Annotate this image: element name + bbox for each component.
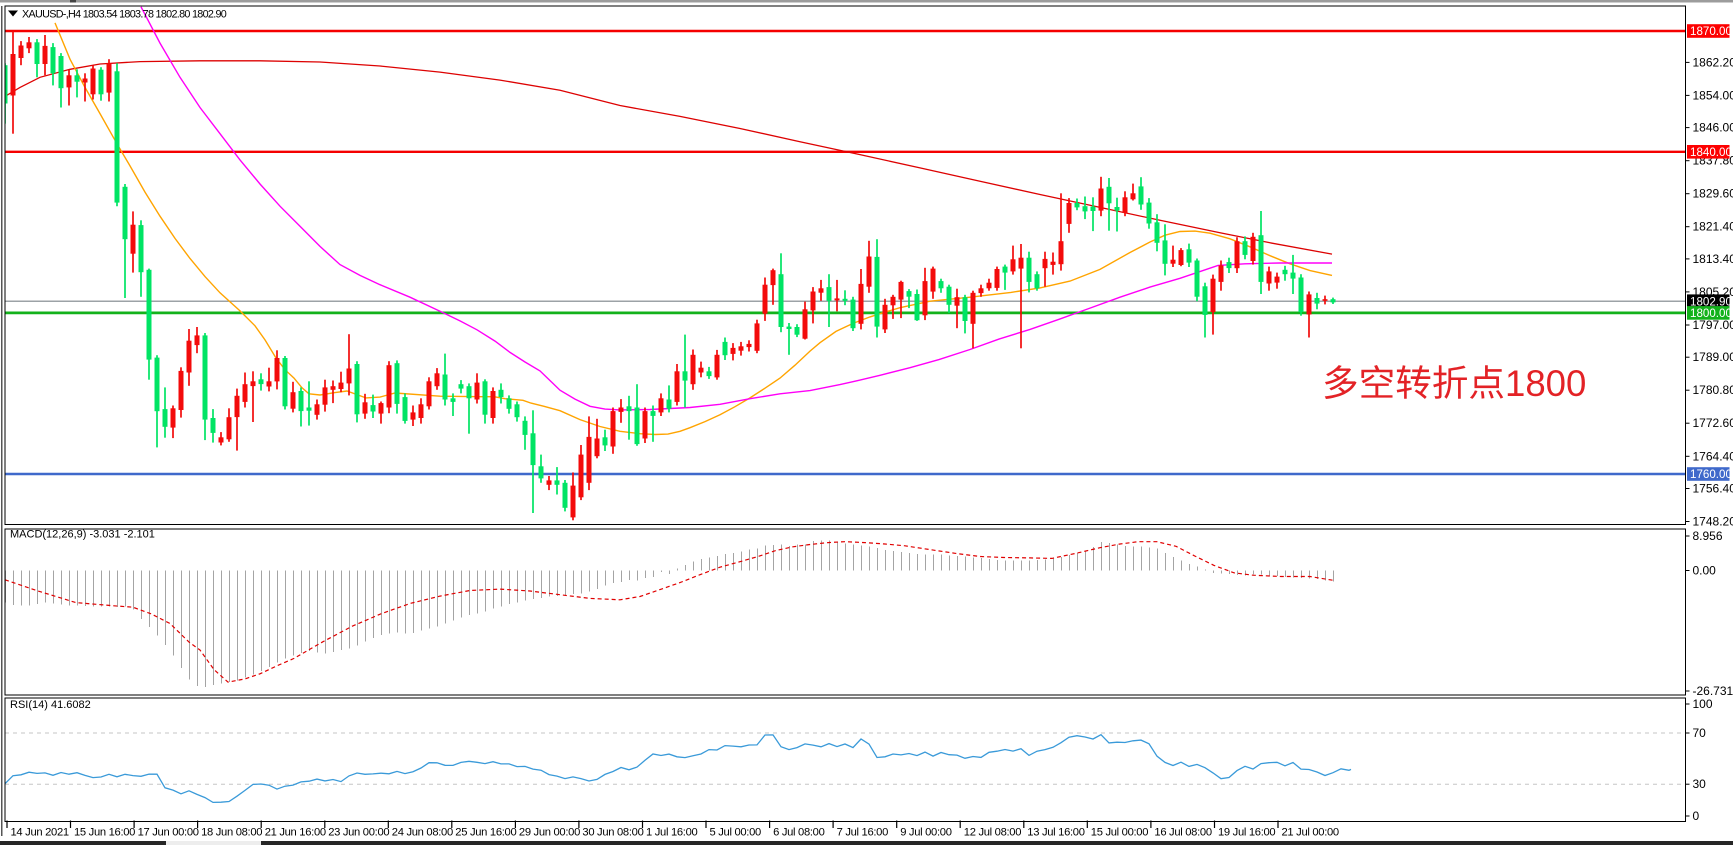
svg-text:RSI(14) 41.6082: RSI(14) 41.6082 bbox=[10, 699, 91, 711]
svg-text:9 Jul 00:00: 9 Jul 00:00 bbox=[900, 827, 952, 839]
svg-text:21 Jul 00:00: 21 Jul 00:00 bbox=[1282, 827, 1339, 839]
svg-text:8.956: 8.956 bbox=[1693, 529, 1723, 543]
svg-text:1846.00: 1846.00 bbox=[1693, 121, 1733, 135]
svg-text:30 Jun 08:00: 30 Jun 08:00 bbox=[582, 827, 643, 839]
svg-text:16 Jul 08:00: 16 Jul 08:00 bbox=[1154, 827, 1211, 839]
svg-text:6 Jul 08:00: 6 Jul 08:00 bbox=[773, 827, 825, 839]
svg-text:30: 30 bbox=[1693, 777, 1707, 791]
svg-text:1748.20: 1748.20 bbox=[1693, 515, 1733, 529]
svg-text:12 Jul 08:00: 12 Jul 08:00 bbox=[964, 827, 1021, 839]
svg-text:1829.60: 1829.60 bbox=[1693, 187, 1733, 201]
svg-text:19 Jul 16:00: 19 Jul 16:00 bbox=[1218, 827, 1275, 839]
svg-text:1821.40: 1821.40 bbox=[1693, 220, 1733, 234]
svg-text:1789.00: 1789.00 bbox=[1693, 350, 1733, 364]
svg-text:100: 100 bbox=[1693, 697, 1713, 711]
svg-text:XAUUSD-,H4 1803.54 1803.78 18: XAUUSD-,H4 1803.54 1803.78 1802.80 1802.… bbox=[22, 9, 227, 21]
svg-text:1780.80: 1780.80 bbox=[1693, 383, 1733, 397]
svg-text:14 Jun 2021: 14 Jun 2021 bbox=[11, 827, 69, 839]
svg-text:13 Jul 16:00: 13 Jul 16:00 bbox=[1027, 827, 1084, 839]
svg-text:1813.40: 1813.40 bbox=[1693, 252, 1733, 266]
svg-text:MACD(12,26,9) -3.031 -2.101: MACD(12,26,9) -3.031 -2.101 bbox=[10, 529, 155, 541]
svg-text:7 Jul 16:00: 7 Jul 16:00 bbox=[837, 827, 889, 839]
svg-text:0.00: 0.00 bbox=[1693, 564, 1717, 578]
svg-text:0: 0 bbox=[1693, 809, 1700, 823]
svg-text:1760.00: 1760.00 bbox=[1690, 468, 1732, 481]
svg-text:15 Jun 16:00: 15 Jun 16:00 bbox=[74, 827, 135, 839]
svg-text:1756.40: 1756.40 bbox=[1693, 482, 1733, 496]
svg-text:23 Jun 00:00: 23 Jun 00:00 bbox=[328, 827, 389, 839]
svg-text:1840.00: 1840.00 bbox=[1690, 146, 1732, 159]
svg-text:25 Jun 16:00: 25 Jun 16:00 bbox=[455, 827, 516, 839]
svg-text:18 Jun 08:00: 18 Jun 08:00 bbox=[201, 827, 262, 839]
svg-text:17 Jun 00:00: 17 Jun 00:00 bbox=[138, 827, 199, 839]
svg-text:29 Jun 00:00: 29 Jun 00:00 bbox=[519, 827, 580, 839]
svg-text:-26.731: -26.731 bbox=[1693, 684, 1733, 698]
svg-text:21 Jun 16:00: 21 Jun 16:00 bbox=[265, 827, 326, 839]
svg-text:15 Jul 00:00: 15 Jul 00:00 bbox=[1091, 827, 1148, 839]
svg-text:1800: 1800 bbox=[1505, 363, 1586, 404]
svg-text:5 Jul 00:00: 5 Jul 00:00 bbox=[710, 827, 762, 839]
svg-text:24 Jun 08:00: 24 Jun 08:00 bbox=[392, 827, 453, 839]
svg-text:70: 70 bbox=[1693, 726, 1707, 740]
svg-text:1800.00: 1800.00 bbox=[1690, 307, 1732, 320]
svg-text:1764.40: 1764.40 bbox=[1693, 449, 1733, 463]
svg-text:1 Jul 16:00: 1 Jul 16:00 bbox=[646, 827, 698, 839]
svg-text:1870.00: 1870.00 bbox=[1690, 25, 1732, 38]
svg-text:1854.00: 1854.00 bbox=[1693, 88, 1733, 102]
svg-text:1862.20: 1862.20 bbox=[1693, 55, 1733, 69]
svg-text:1772.60: 1772.60 bbox=[1693, 416, 1733, 430]
